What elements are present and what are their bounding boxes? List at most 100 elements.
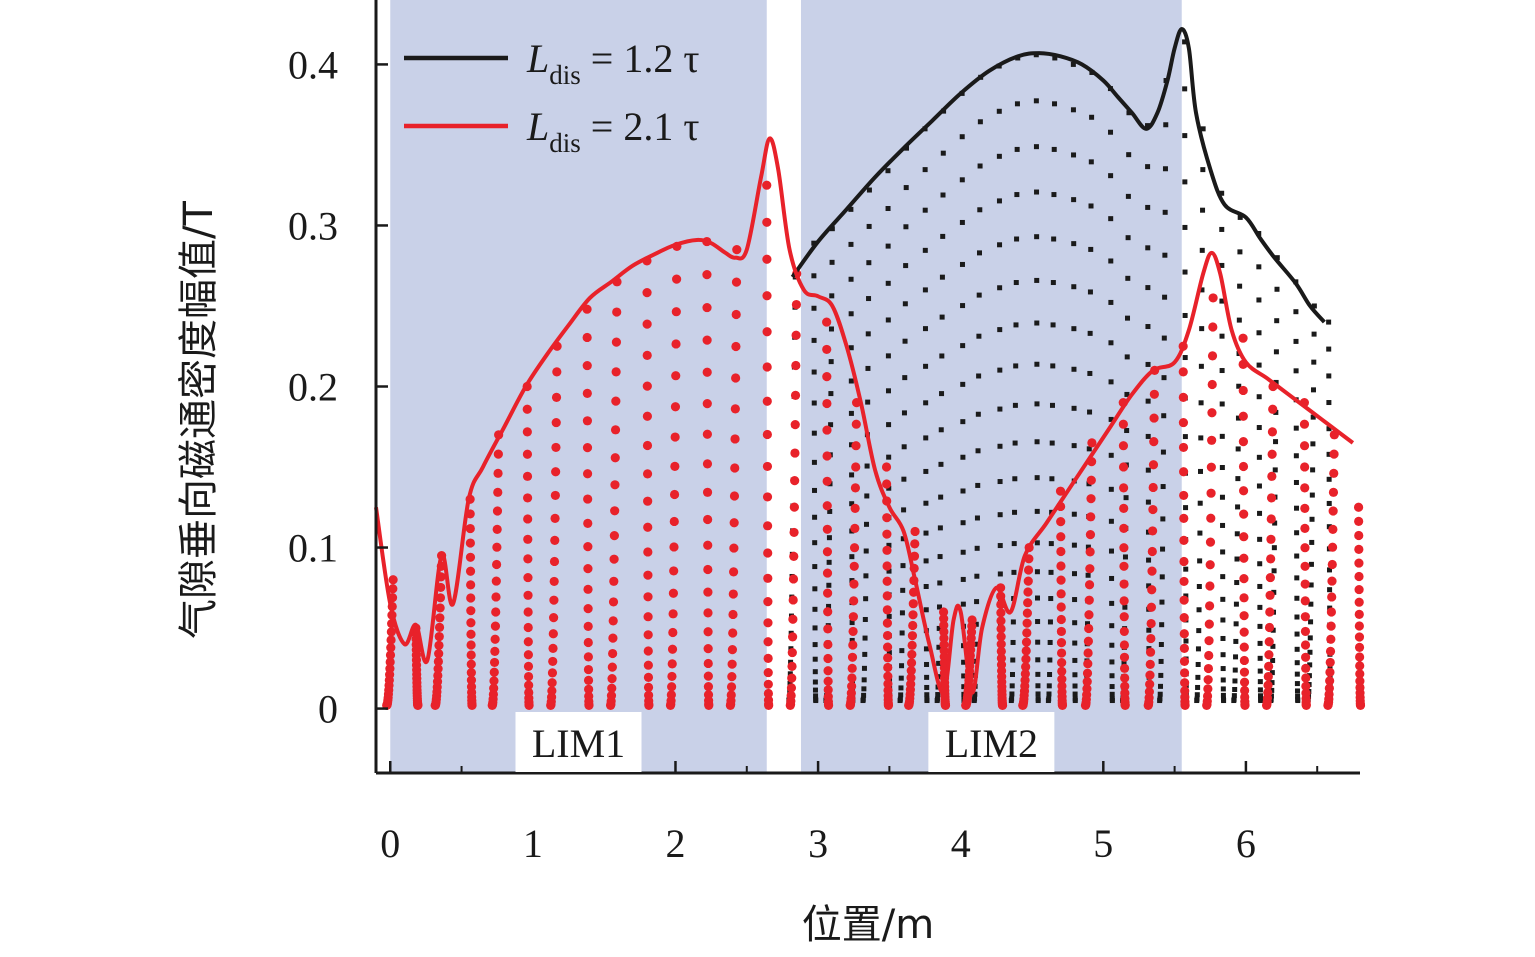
- series-2-point: [1179, 535, 1189, 545]
- series-1-point: [973, 621, 979, 627]
- series-2-point: [1149, 389, 1159, 399]
- series-2-point: [611, 337, 622, 347]
- series-2-point: [763, 695, 774, 705]
- series-1-point: [1311, 303, 1317, 309]
- series-1-point: [1145, 245, 1151, 251]
- series-2-point: [1148, 504, 1158, 515]
- series-2-point: [1082, 677, 1092, 687]
- series-1-point: [1273, 439, 1279, 445]
- series-2-point: [850, 503, 860, 514]
- region-1-label: LIM1: [532, 721, 625, 766]
- series-1-point: [1072, 696, 1078, 702]
- series-2-point: [906, 673, 916, 683]
- series-1-point: [849, 620, 855, 626]
- series-1-point: [1033, 98, 1039, 104]
- series-1-point: [1195, 674, 1201, 680]
- series-2-point: [996, 653, 1007, 663]
- series-1-point: [1070, 107, 1076, 113]
- series-1-point: [1327, 587, 1333, 593]
- series-1-point: [1087, 409, 1093, 415]
- series-2-point: [1147, 585, 1157, 595]
- series-1-point: [1220, 666, 1226, 672]
- series-2-point: [790, 419, 800, 430]
- series-1-point: [861, 692, 867, 698]
- series-2-point: [671, 339, 681, 349]
- series-2-point: [1240, 685, 1250, 696]
- series-1-point: [886, 542, 892, 548]
- series-2-point: [643, 592, 653, 602]
- series-1-point: [1049, 440, 1055, 446]
- series-1-point: [972, 691, 978, 697]
- series-1-point: [1035, 671, 1041, 677]
- series-1-point: [865, 331, 871, 337]
- series-2-point: [435, 593, 446, 603]
- series-1-point: [811, 337, 817, 343]
- series-1-point: [1160, 546, 1166, 552]
- series-2-point: [849, 596, 859, 606]
- series-1-point: [1308, 561, 1314, 567]
- series-1-point: [1307, 649, 1313, 655]
- x-tick-label: 4: [951, 821, 971, 866]
- series-2-point: [550, 490, 560, 501]
- series-2-point: [1239, 627, 1249, 637]
- series-2-point: [703, 690, 714, 700]
- series-2-point: [583, 664, 594, 675]
- series-1-point: [826, 582, 832, 588]
- series-1-point: [1198, 400, 1204, 406]
- series-1-point: [997, 242, 1003, 248]
- series-1-point: [1163, 122, 1169, 128]
- series-2-point: [703, 658, 713, 669]
- series-2-point: [1239, 611, 1249, 621]
- series-2-point: [583, 494, 593, 504]
- series-1-point: [1014, 192, 1020, 198]
- series-1-point: [864, 521, 870, 527]
- series-2-point: [1326, 621, 1336, 631]
- series-2-point: [667, 659, 677, 669]
- series-2-point: [1119, 543, 1129, 553]
- series-2-point: [1266, 534, 1276, 544]
- series-2-point: [609, 554, 619, 564]
- series-2-point: [523, 493, 533, 503]
- series-2-point: [1119, 561, 1129, 571]
- series-1-point: [1256, 425, 1262, 431]
- series-1-point: [899, 630, 905, 636]
- series-1-point: [864, 463, 870, 469]
- series-2-point: [1056, 626, 1066, 637]
- series-1-point: [1294, 595, 1300, 601]
- series-2-point: [822, 425, 832, 435]
- series-1-point: [1295, 696, 1301, 702]
- series-2-point: [1146, 618, 1156, 629]
- series-2-point: [1265, 607, 1275, 617]
- series-2-point: [1023, 598, 1033, 608]
- y-axis-title: 气隙垂向磁通密度幅值/T: [176, 200, 222, 638]
- series-1-point: [1034, 189, 1040, 195]
- series-2-point: [732, 245, 742, 255]
- series-2-point: [791, 360, 801, 371]
- series-1-point: [940, 233, 946, 239]
- series-2-point: [726, 690, 736, 700]
- series-1-point: [1219, 465, 1225, 471]
- series-1-point: [901, 410, 907, 416]
- series-1-point: [1220, 692, 1226, 698]
- series-2-point: [1239, 677, 1250, 687]
- series-2-point: [882, 561, 892, 571]
- series-1-point: [1308, 582, 1314, 588]
- series-2-point: [822, 547, 833, 557]
- series-2-point: [996, 624, 1006, 634]
- series-1-point: [1256, 264, 1262, 270]
- series-1-point: [1109, 575, 1115, 581]
- series-2-point: [642, 469, 653, 479]
- series-2-point: [552, 367, 562, 377]
- x-axis-title: 位置/m: [802, 902, 934, 948]
- series-2-point: [385, 650, 396, 660]
- series-1-point: [826, 603, 832, 609]
- series-2-point: [1205, 581, 1215, 591]
- series-2-point: [1120, 681, 1130, 691]
- series-2-point: [669, 566, 679, 576]
- series-1-point: [1009, 683, 1015, 689]
- series-2-point: [671, 307, 681, 317]
- series-2-point: [606, 691, 617, 701]
- series-1-point: [960, 576, 966, 582]
- series-1-point: [940, 150, 946, 156]
- series-1-point: [860, 696, 866, 702]
